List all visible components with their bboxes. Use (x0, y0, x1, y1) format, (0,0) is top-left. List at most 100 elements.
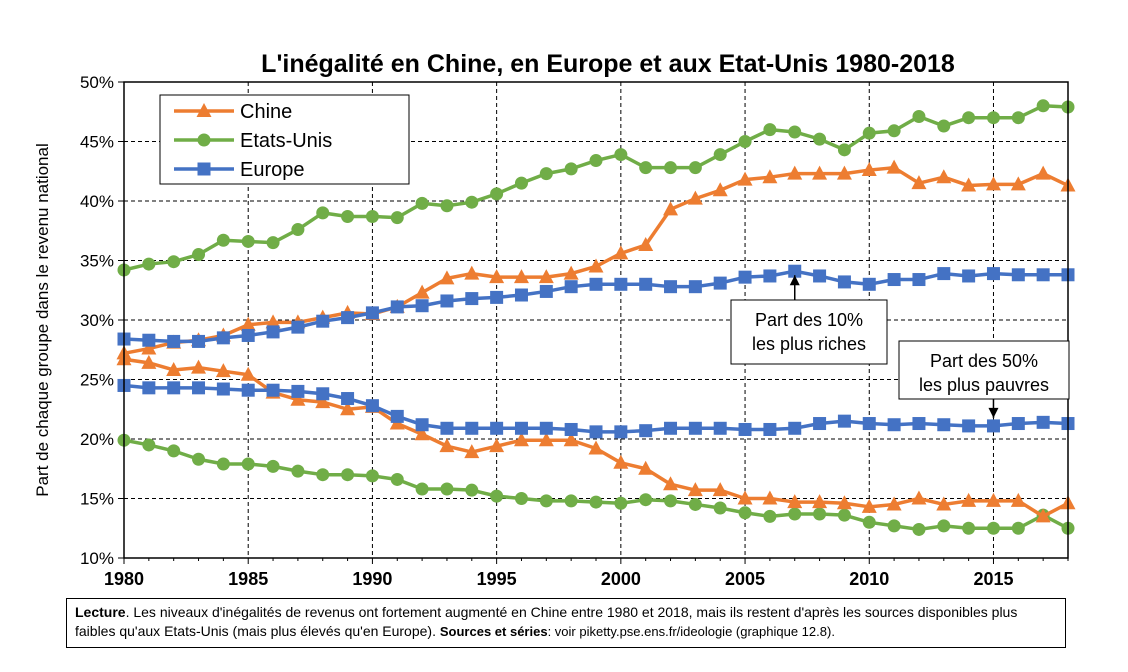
data-point (861, 498, 877, 513)
data-point (713, 276, 727, 290)
data-point (862, 515, 876, 529)
data-point (762, 490, 778, 505)
chart-title: L'inégalité en Chine, en Europe et aux E… (261, 50, 955, 78)
data-point (216, 457, 230, 471)
legend-marker (197, 133, 211, 147)
data-point (737, 171, 753, 186)
data-point (241, 234, 255, 248)
annotation-bottom50: Part des 50% les plus pauvres (898, 340, 1070, 418)
data-point (464, 265, 480, 280)
data-point (912, 273, 926, 287)
data-point (788, 421, 802, 435)
data-point (887, 418, 901, 432)
data-point (1011, 111, 1025, 125)
legend-label: Europe (240, 159, 305, 181)
data-point (639, 161, 653, 175)
data-point (638, 237, 654, 252)
data-point (788, 264, 802, 278)
data-point (340, 401, 356, 416)
data-point (439, 270, 455, 285)
data-point (985, 176, 1001, 191)
data-point (390, 211, 404, 225)
data-point (812, 494, 828, 509)
data-point (365, 469, 379, 483)
data-point (664, 280, 678, 294)
data-point (937, 519, 951, 533)
series-chine-bottom50 (116, 351, 1076, 523)
data-point (564, 422, 578, 436)
data-point (266, 383, 280, 397)
data-point (1035, 165, 1051, 180)
data-point (861, 162, 877, 177)
data-point (291, 320, 305, 334)
legend-item: Etats-Unis (174, 130, 332, 152)
data-point (1011, 417, 1025, 431)
data-point (141, 340, 157, 355)
data-point (439, 438, 455, 453)
data-point (365, 399, 379, 413)
data-point (316, 387, 330, 401)
data-point (192, 381, 206, 395)
x-tick-label: 2005 (725, 569, 765, 589)
data-point (664, 421, 678, 435)
data-point (638, 460, 654, 475)
x-tick-label: 2010 (849, 569, 889, 589)
data-point (513, 432, 529, 447)
data-point (563, 265, 579, 280)
data-point (738, 135, 752, 148)
data-point (142, 381, 156, 395)
data-point (390, 300, 404, 314)
data-point (712, 182, 728, 197)
data-point (986, 111, 1000, 125)
data-point (961, 177, 977, 192)
data-point (614, 148, 628, 162)
data-point (192, 452, 206, 466)
data-point (414, 284, 430, 299)
data-point (192, 248, 206, 262)
data-point (142, 333, 156, 347)
data-point (663, 476, 679, 491)
annotation-line-1: Part des 50% (930, 351, 1038, 371)
data-point (290, 391, 306, 406)
data-point (490, 489, 504, 503)
data-point (167, 381, 181, 395)
data-point (241, 383, 255, 397)
arrow-head-icon (789, 275, 800, 286)
sources-label: Sources et séries (439, 624, 548, 639)
data-point (713, 421, 727, 435)
data-point (737, 490, 753, 505)
data-point (787, 494, 803, 509)
data-point (465, 421, 479, 435)
data-point (1036, 268, 1050, 282)
annotation-box (898, 340, 1070, 400)
data-point (538, 432, 554, 447)
data-point (167, 444, 181, 458)
data-point (440, 294, 454, 308)
data-point (985, 492, 1001, 507)
data-point (788, 125, 802, 139)
x-tick-label: 1990 (352, 569, 392, 589)
data-point (962, 419, 976, 433)
data-point (986, 419, 1000, 433)
plot-frame (123, 81, 1069, 559)
legend-label: Etats-Unis (240, 130, 332, 152)
annotation-line-2: les plus riches (752, 334, 866, 354)
data-point (962, 521, 976, 535)
data-point (390, 472, 404, 486)
data-point (613, 245, 629, 260)
data-point (986, 521, 1000, 535)
data-point (341, 468, 355, 482)
data-point (1011, 268, 1025, 282)
data-point (712, 482, 728, 497)
axis-ticks: 10% 15% 20% 25% 30% 35% 40% 45% 50% 1980 1985 1990 1… (80, 73, 1069, 589)
data-point (266, 325, 280, 339)
data-point (763, 422, 777, 436)
data-point (489, 269, 505, 284)
data-point (813, 132, 827, 146)
data-point (813, 417, 827, 431)
data-point (563, 432, 579, 447)
data-point (291, 384, 305, 398)
data-point (538, 269, 554, 284)
data-point (911, 175, 927, 190)
annotation-line-1: Part des 10% (755, 310, 863, 330)
